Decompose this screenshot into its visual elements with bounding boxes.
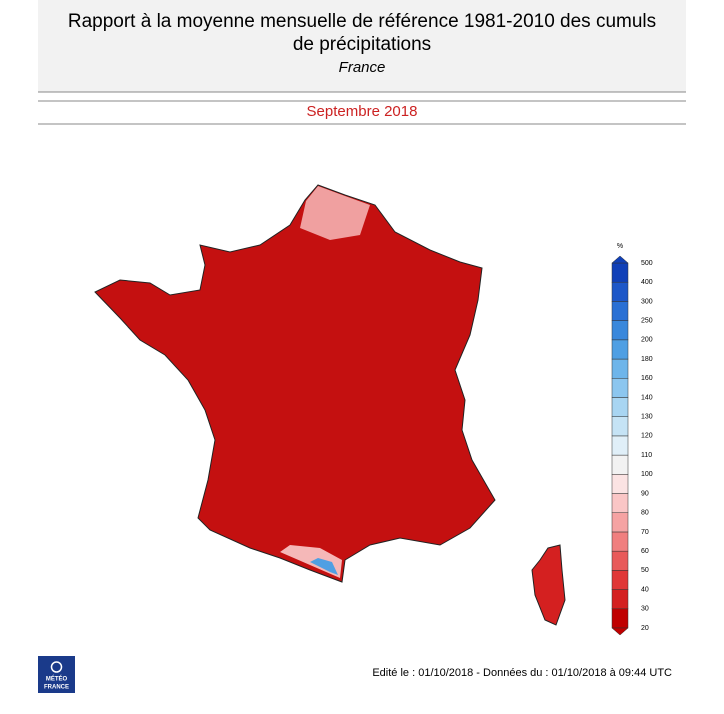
legend-label: 250 <box>641 317 653 324</box>
legend-swatch <box>611 301 629 321</box>
logo-icon <box>50 661 63 673</box>
legend-swatch <box>611 378 629 398</box>
legend-swatch <box>611 493 629 513</box>
title: Rapport à la moyenne mensuelle de référe… <box>68 11 656 32</box>
legend-swatch <box>611 262 629 283</box>
legend-swatch <box>611 358 629 379</box>
legend-label: 400 <box>641 279 653 286</box>
corsica <box>531 544 566 626</box>
logo-text: MÉTÉO <box>46 675 68 683</box>
legend-swatch <box>611 281 629 302</box>
legend-swatch <box>611 512 629 533</box>
map <box>94 184 566 626</box>
logo: MÉTÉO FRANCE <box>38 656 75 693</box>
legend-label: 160 <box>641 375 653 382</box>
france-mainland <box>94 184 496 583</box>
legend-swatch <box>611 550 629 571</box>
legend-swatch <box>611 397 629 417</box>
legend-label: 120 <box>641 433 653 440</box>
legend-label: 80 <box>641 510 649 517</box>
legend-swatch <box>611 435 629 456</box>
legend-arrow <box>611 627 629 636</box>
legend-label: 180 <box>641 356 653 363</box>
legend-label: 110 <box>641 452 652 459</box>
north-zone <box>300 186 370 240</box>
legend-label: 70 <box>641 529 649 536</box>
legend-label: 500 <box>641 260 653 267</box>
legend: % 20 30 40 50 60 70 80 90 100 110 120 130 140 160 180 2… <box>611 243 653 636</box>
legend-label: 60 <box>641 548 649 555</box>
legend-label: 100 <box>641 471 653 478</box>
legend-unit: % <box>617 243 623 250</box>
legend-label: 300 <box>641 298 653 305</box>
legend-swatch <box>611 454 629 475</box>
pyrenees-wet <box>310 558 338 575</box>
period: Septembre 2018 <box>307 103 418 120</box>
logo-text: FRANCE <box>44 685 69 691</box>
legend-swatch <box>611 570 629 590</box>
legend-label: 20 <box>641 625 649 632</box>
legend-label: 140 <box>641 394 653 401</box>
legend-label: 200 <box>641 337 653 344</box>
title: de précipitations <box>293 34 431 55</box>
legend-swatch <box>611 608 629 629</box>
legend-swatch <box>611 339 629 360</box>
legend-arrow <box>611 255 629 264</box>
legend-label: 90 <box>641 490 649 497</box>
legend-label: 30 <box>641 606 649 613</box>
header-box <box>38 0 686 92</box>
legend-swatch <box>611 531 629 552</box>
legend-swatch <box>611 589 629 610</box>
legend-label: 40 <box>641 586 649 593</box>
legend-swatch <box>611 416 629 437</box>
legend-swatch <box>611 474 629 494</box>
footer: Edité le : 01/10/2018 - Données du : 01/… <box>372 667 672 679</box>
legend-label: 50 <box>641 567 649 574</box>
subtitle: France <box>339 59 386 76</box>
legend-swatch <box>611 320 629 341</box>
legend-label: 130 <box>641 414 653 421</box>
